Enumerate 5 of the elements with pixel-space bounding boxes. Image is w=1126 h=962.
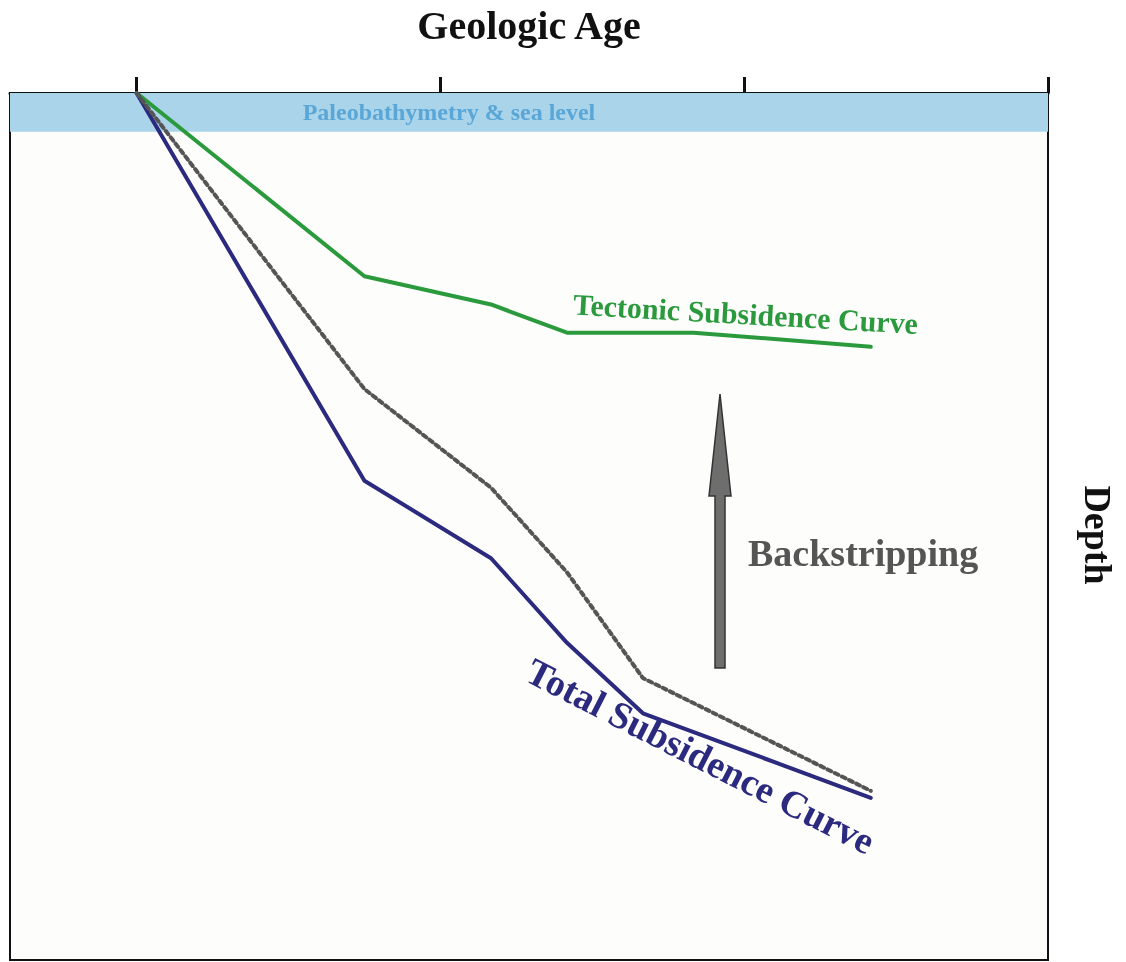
y-axis-title: Depth — [1077, 485, 1119, 585]
series-label: Tectonic Subsidence Curve — [572, 287, 919, 340]
band-label: Paleobathymetry & sea level — [302, 99, 596, 126]
annotation: Backstripping — [748, 532, 979, 574]
x-axis-title: Geologic Age — [417, 2, 641, 48]
